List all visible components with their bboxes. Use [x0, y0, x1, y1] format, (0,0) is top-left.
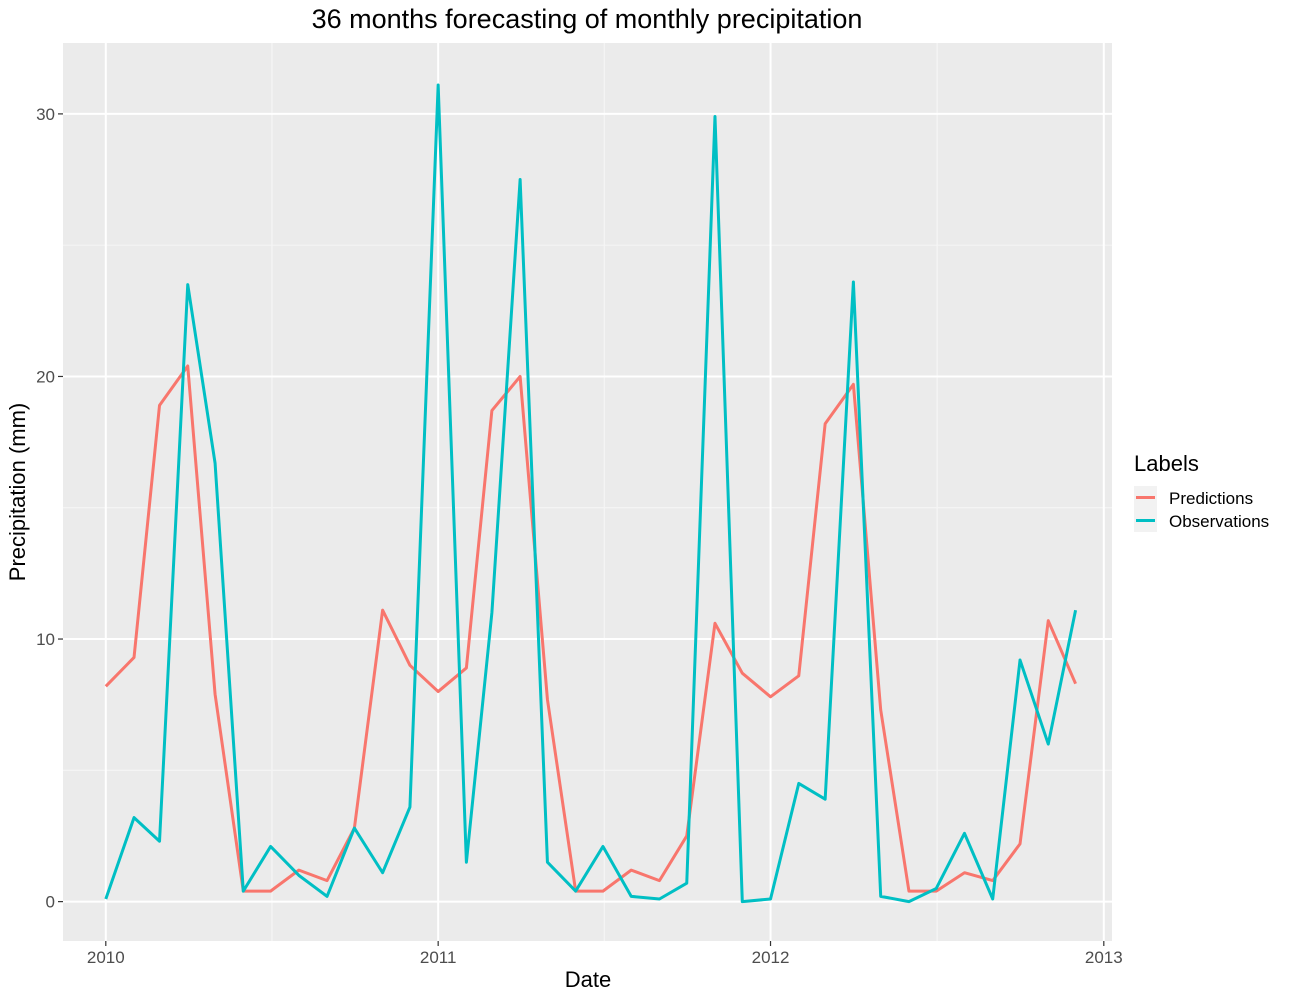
series-lines	[104, 83, 1078, 904]
x-axis-ticks: 2010 2011 2012 2013	[87, 941, 1123, 967]
legend-items: Predictions Observations	[1134, 486, 1269, 532]
plot-panel	[63, 43, 1112, 941]
x-tick-label: 2011	[420, 948, 457, 967]
series-line-predictions	[104, 364, 1077, 893]
x-tick-label: 2010	[87, 948, 125, 967]
y-tick-label: 10	[36, 630, 55, 649]
legend-item-observations: Observations	[1134, 509, 1269, 532]
legend: Labels Predictions Observations	[1134, 451, 1269, 532]
chart-title: 36 months forecasting of monthly precipi…	[312, 4, 863, 34]
legend-label: Observations	[1169, 512, 1269, 531]
legend-label: Predictions	[1169, 489, 1253, 508]
legend-title: Labels	[1134, 451, 1199, 476]
major-gridlines	[63, 43, 1112, 941]
y-tick-label: 20	[36, 367, 55, 386]
y-axis-title: Precipitation (mm)	[5, 403, 30, 581]
series-line-observations	[104, 83, 1078, 904]
x-tick-label: 2012	[752, 948, 790, 967]
y-axis-ticks: 0 10 20 30	[36, 105, 63, 912]
x-axis-title: Date	[565, 967, 611, 992]
legend-item-predictions: Predictions	[1134, 486, 1253, 509]
y-tick-label: 30	[36, 105, 55, 124]
x-tick-label: 2013	[1085, 948, 1123, 967]
y-tick-label: 0	[46, 893, 55, 912]
minor-gridlines	[63, 43, 1112, 941]
